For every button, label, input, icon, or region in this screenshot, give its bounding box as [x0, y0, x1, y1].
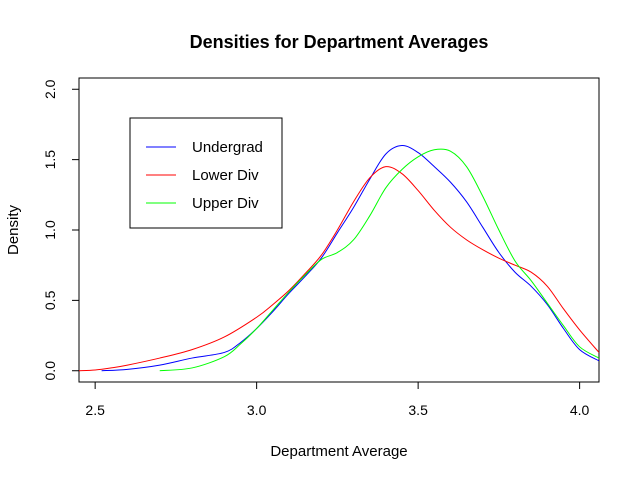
y-tick-label: 2.0	[42, 79, 58, 99]
legend-label-upper-div: Upper Div	[192, 195, 259, 212]
y-tick-label: 1.5	[42, 150, 58, 170]
legend-label-undergrad: Undergrad	[192, 139, 263, 156]
x-tick-label: 2.5	[85, 402, 105, 418]
x-axis-label: Department Average	[270, 443, 407, 460]
y-axis: 0.0 0.5 1.0 1.5 2.0	[42, 79, 79, 380]
legend-label-lower-div: Lower Div	[192, 167, 259, 184]
y-axis-label: Density	[5, 204, 22, 255]
chart-title: Densities for Department Averages	[190, 32, 489, 52]
x-tick-label: 4.0	[570, 402, 590, 418]
series-line-undergrad	[101, 145, 599, 372]
x-axis: 2.5 3.0 3.5 4.0	[85, 382, 590, 418]
y-tick-label: 1.0	[42, 220, 58, 240]
x-tick-label: 3.0	[247, 402, 267, 418]
plot-area	[78, 77, 600, 383]
y-tick-label: 0.5	[42, 290, 58, 310]
legend: Undergrad Lower Div Upper Div	[129, 117, 283, 229]
series-layer	[79, 145, 599, 372]
legend-box	[129, 117, 283, 229]
y-tick-label: 0.0	[42, 361, 58, 381]
x-tick-label: 3.5	[408, 402, 428, 418]
series-line-upper-div	[159, 148, 599, 372]
